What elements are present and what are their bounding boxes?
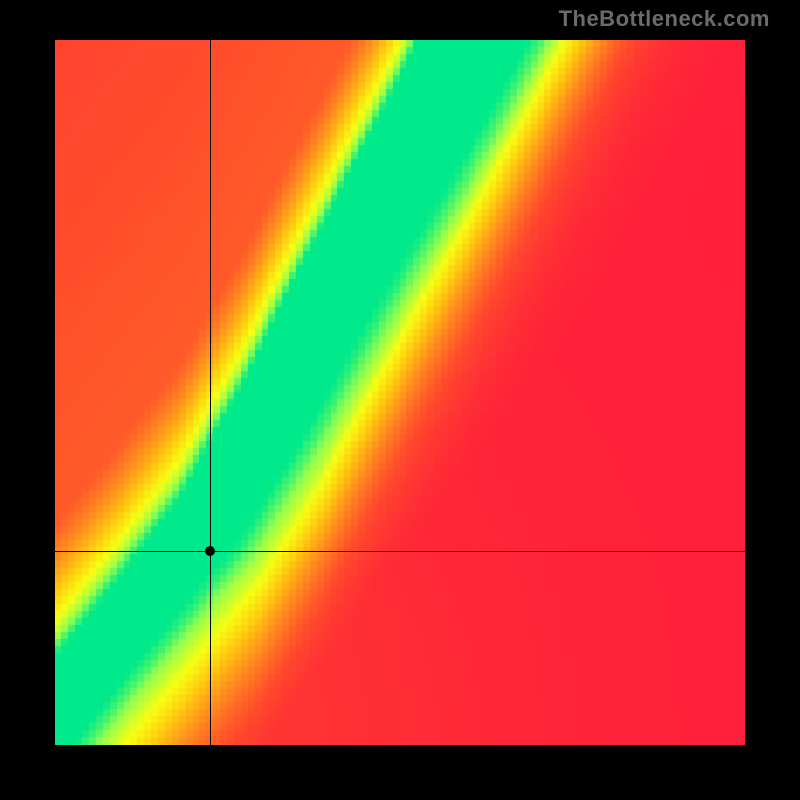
crosshair-marker [205, 546, 215, 556]
watermark-text: TheBottleneck.com [559, 6, 770, 32]
heatmap-canvas [55, 40, 745, 745]
crosshair-horizontal [55, 551, 745, 552]
plot-area [55, 40, 745, 745]
crosshair-vertical [210, 40, 211, 745]
chart-container: TheBottleneck.com [0, 0, 800, 800]
